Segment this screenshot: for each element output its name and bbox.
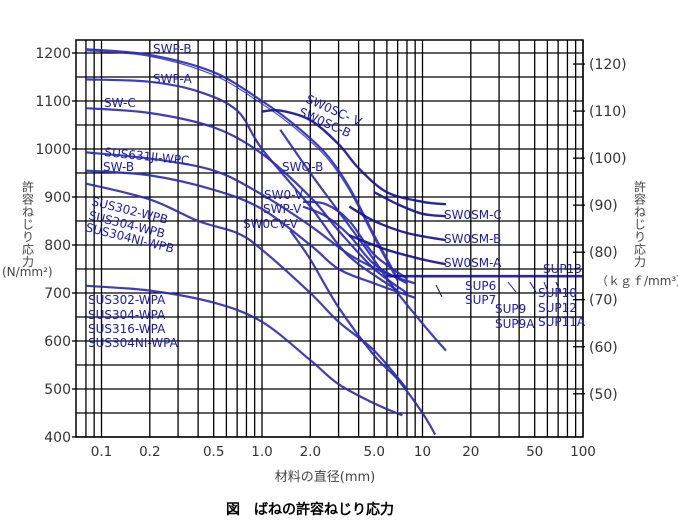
y-tick-label: 1100: [35, 94, 71, 110]
svg-text:ね: ね: [634, 205, 646, 219]
sup-leader-line: [435, 284, 443, 298]
y-tick-label: 400: [44, 430, 71, 446]
curve-sw0-v: [302, 200, 408, 280]
curve-sw0sm-c: [373, 191, 447, 218]
y-axis-left-unit: (N/mm²): [2, 265, 53, 279]
curve-swp-b-secondary: [85, 50, 399, 282]
curve-sw-b: [85, 169, 416, 299]
label-sw-b: SW-B: [103, 160, 134, 174]
y-tick-label: 600: [44, 334, 71, 350]
y-axis-right-ticks: (50) (60) (70) (80) (90) (100) (110) (120): [573, 57, 627, 403]
y-right-tick-label: (70): [589, 293, 618, 309]
label-sw0-v: SW0-V: [264, 188, 304, 202]
sup-leader-line: [555, 281, 561, 293]
plot-frame: [75, 39, 584, 438]
label-sw-c: SW-C: [104, 96, 136, 110]
x-axis-ticks: 0.1 0.2 0.5 1.0 2.0 5.0 10 20 50 100: [91, 444, 596, 460]
figure-caption: 図 ばねの許容ねじり応力: [226, 501, 394, 518]
label-sup6: SUP6: [465, 279, 496, 293]
label-sup11a: SUP11A: [538, 315, 586, 329]
label-sus304-wpa: SUS304-WPA: [88, 308, 166, 322]
label-swp-a: SWP-A: [153, 72, 193, 86]
svg-text:り: り: [22, 230, 34, 244]
label-sup12: SUP12: [538, 301, 577, 315]
x-tick-label: 0.5: [203, 444, 224, 460]
svg-text:力: 力: [22, 255, 34, 269]
x-tick-label: 0.2: [139, 444, 160, 460]
label-sw0sm-c: SW0SM-C: [444, 208, 502, 222]
label-sup7: SUP7: [465, 293, 496, 307]
y-right-tick-label: (100): [589, 151, 627, 167]
curve-swp-a: [85, 78, 399, 292]
x-tick-label: 2.0: [300, 444, 321, 460]
label-sus302-wpa: SUS302-WPA: [88, 293, 166, 307]
svg-text:容: 容: [22, 192, 34, 207]
x-tick-label: 5.0: [363, 444, 384, 460]
grid-lines: [72, 39, 584, 438]
label-sw0cv-v: SW0CV-V: [243, 217, 299, 231]
label-sup9: SUP9: [495, 302, 526, 316]
x-tick-label: 100: [570, 444, 596, 460]
svg-text:応: 応: [634, 243, 646, 257]
y-axis-right-unit: （ｋｇｆ/mm³）: [596, 274, 678, 288]
sup-leader-line: [529, 281, 537, 293]
y-right-tick-label: (80): [589, 245, 618, 261]
svg-text:じ: じ: [634, 218, 646, 232]
label-swp-v: SWP-V: [263, 202, 302, 216]
x-tick-label: 20: [462, 444, 479, 460]
x-tick-label: 50: [526, 444, 543, 460]
svg-text:ね: ね: [22, 205, 34, 219]
label-sw0sm-a: SW0SM-A: [444, 256, 502, 270]
y-axis-right-title: 許容ねじり応力: [634, 180, 646, 269]
curve-sw0sc-v-sw0sc-b: [261, 108, 447, 206]
y-tick-label: 900: [44, 190, 71, 206]
curve-sw0sm-b: [348, 205, 447, 242]
y-right-tick-label: (120): [589, 57, 627, 73]
x-tick-label: 10: [414, 444, 431, 460]
curve-swo-b: [279, 129, 447, 352]
svg-text:許: 許: [634, 180, 646, 194]
label-sup9a: SUP9A: [495, 317, 535, 331]
sup-leader-line: [507, 281, 517, 293]
svg-text:り: り: [634, 230, 646, 244]
svg-text:力: 力: [634, 255, 646, 269]
label-sup13: SUP13: [543, 262, 582, 276]
y-tick-label: 500: [44, 382, 71, 398]
label-sus316-wpa: SUS316-WPA: [88, 322, 166, 336]
label-swp-b: SWP-B: [153, 42, 192, 56]
y-right-tick-label: (110): [589, 104, 627, 120]
label-sw0sm-b: SW0SM-B: [444, 232, 501, 246]
y-tick-label: 800: [44, 238, 71, 254]
y-right-tick-label: (50): [589, 387, 618, 403]
curve-sw0cv-v: [289, 229, 437, 436]
curve-sus302-wpa-sus304-wpa-sus316-wpa-sus304ni-wpa: [85, 284, 403, 417]
svg-text:許: 許: [22, 180, 34, 194]
svg-text:応: 応: [22, 243, 34, 257]
sup-leader-line: [543, 281, 549, 293]
svg-text:容: 容: [634, 192, 646, 207]
svg-text:じ: じ: [22, 218, 34, 232]
x-axis-title: 材料の直径(mm): [275, 470, 375, 485]
y-tick-label: 700: [44, 286, 71, 302]
label-sus304ni-wpa: SUS304NI-WPA: [88, 336, 179, 350]
y-axis-left-title: 許容ねじり応力: [22, 180, 34, 269]
curve-sw0sm-a: [348, 234, 447, 266]
curve-swp-b: [85, 48, 399, 280]
y-tick-label: 1200: [35, 46, 71, 62]
curve-labels: SWP-BSWP-ASW-CSUS631JI-WPCSW-BSUS302-WPB…: [84, 42, 586, 350]
y-tick-label: 1000: [35, 142, 71, 158]
y-right-tick-label: (60): [589, 340, 618, 356]
label-swo-b: SWO-B: [282, 160, 323, 174]
x-tick-label: 0.1: [91, 444, 112, 460]
y-right-tick-label: (90): [589, 198, 618, 214]
x-tick-label: 1.0: [251, 444, 272, 460]
stress-curves: [85, 48, 583, 436]
y-axis-left-ticks: 400 500 600 700 800 900 1000 1100 1200: [35, 46, 71, 446]
curve-sw-c: [85, 107, 408, 294]
label-sup10: SUP10: [538, 286, 577, 300]
